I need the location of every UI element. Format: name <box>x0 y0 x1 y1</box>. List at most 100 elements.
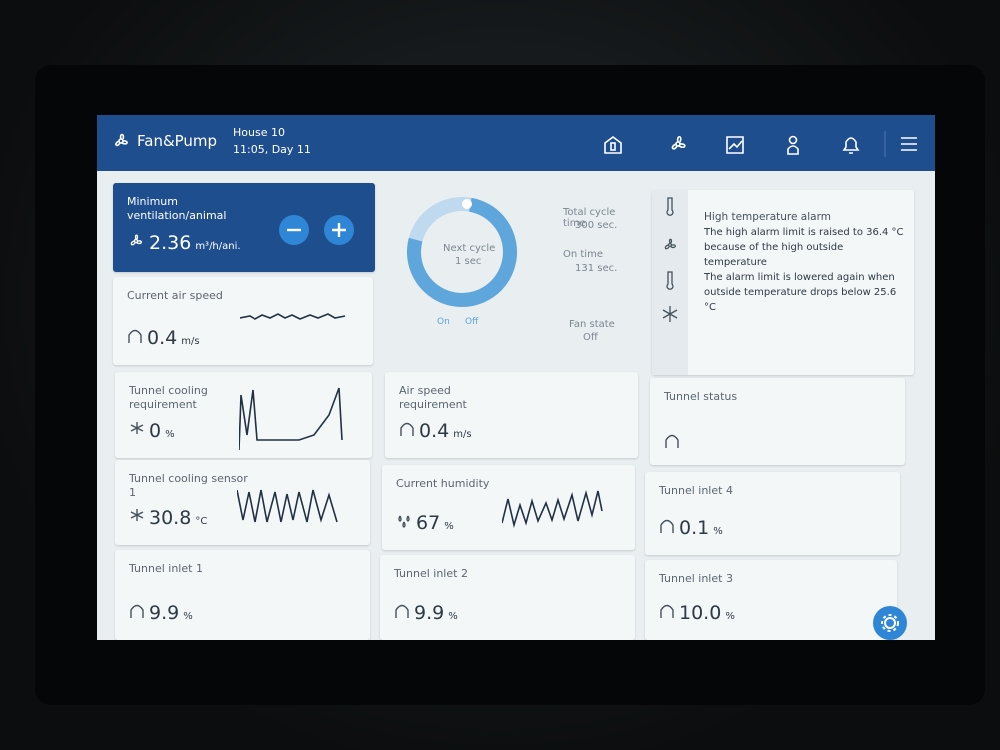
nav-user[interactable] <box>787 135 799 155</box>
value-row: 0.4 m/s <box>127 327 200 349</box>
value: 0.4 <box>147 327 178 349</box>
unit: % <box>725 611 735 622</box>
card-title: Tunnel inlet 1 <box>129 562 203 575</box>
legend-off: Off <box>465 317 479 327</box>
card: Current humidity 67% <box>382 465 635 550</box>
icon-shape <box>398 515 410 528</box>
cycle-donut <box>407 197 517 307</box>
alarm-line: The alarm limit is lowered again when ou… <box>704 272 897 313</box>
icon-shape <box>660 604 674 618</box>
value-row: 10.0% <box>659 602 735 624</box>
card: Tunnel cooling requirement 0% <box>115 372 372 458</box>
alarm-text: High temperature alarm The high alarm li… <box>704 210 904 315</box>
card-title: Tunnel cooling requirement <box>129 384 208 411</box>
value-row: 67% <box>396 512 454 534</box>
time: 11:05, Day 11 <box>233 143 311 156</box>
card-title: Air speed requirement <box>399 384 467 411</box>
tab-fan[interactable] <box>664 238 676 250</box>
nav-chart[interactable] <box>726 136 744 154</box>
card-title: Current air speed <box>127 289 223 302</box>
card-title: Current humidity <box>396 477 490 490</box>
app-icon <box>115 133 128 147</box>
next-label: Next cycle <box>443 243 496 254</box>
alarm-title: High temperature alarm <box>704 211 831 223</box>
icon-shape <box>130 509 144 521</box>
unit: % <box>165 429 175 440</box>
value: 9.9 <box>414 602 445 624</box>
value: 30.8 <box>149 507 192 529</box>
settings-button[interactable] <box>872 605 908 640</box>
fan-value: Off <box>583 332 598 343</box>
value-row: 9.9% <box>129 602 193 624</box>
card-title: Minimum ventilation/animal <box>127 195 227 222</box>
house: House 10 <box>233 126 285 139</box>
card-title: Tunnel inlet 3 <box>659 572 733 585</box>
icon-shape <box>665 434 679 448</box>
alarm-tab-icons <box>662 197 678 322</box>
value: 0.1 <box>679 517 710 539</box>
screen: Fan&Pump House 10 11:05, Day 11 Minimum … <box>97 115 935 640</box>
tab-temp[interactable] <box>666 197 674 216</box>
card-title: Tunnel cooling sensor 1 <box>129 472 248 499</box>
value-icon <box>660 519 674 533</box>
value-icon <box>660 604 674 618</box>
nav-fan[interactable] <box>671 135 686 150</box>
cycle-widget: Next cycle 1 sec On Off Total cycle time… <box>385 183 640 361</box>
nav-house[interactable] <box>604 136 622 154</box>
value-row: 0% <box>129 420 175 442</box>
sparkline-path <box>240 313 346 320</box>
card: Air speed requirement 0.4 m/s <box>385 372 638 458</box>
sparkline <box>502 489 603 528</box>
value-icon <box>665 434 679 448</box>
value-row: 9.9% <box>394 602 458 624</box>
alarm-line: The high alarm limit is raised to 36.4 °… <box>704 227 904 268</box>
sparkline <box>237 489 338 523</box>
value-row <box>664 432 680 449</box>
card-title: Tunnel inlet 4 <box>659 484 733 497</box>
on-value: 131 sec. <box>575 263 618 274</box>
card: Tunnel inlet 3 10.0% <box>645 560 897 640</box>
minus-button[interactable] <box>279 215 309 245</box>
value-row: 30.8 °C <box>129 507 207 529</box>
value-icon <box>130 422 144 434</box>
value-icon <box>130 509 144 521</box>
nav-menu[interactable] <box>901 137 917 151</box>
icon-shape <box>130 422 144 434</box>
value: 0 <box>149 420 162 442</box>
plus-button[interactable] <box>324 215 354 245</box>
header: Fan&Pump House 10 11:05, Day 11 <box>97 115 935 171</box>
icon-shape <box>395 604 409 618</box>
next-value: 1 sec <box>455 256 482 267</box>
unit: % <box>444 521 454 532</box>
unit: m/s <box>181 336 200 347</box>
value-icon <box>400 422 414 436</box>
unit: m³/h/ani. <box>195 241 241 252</box>
value: 2.36 <box>149 232 192 254</box>
tab-cold[interactable] <box>662 306 678 322</box>
sparkline-path <box>239 387 343 451</box>
value: 10.0 <box>679 602 722 624</box>
value-icon <box>395 604 409 618</box>
card: Tunnel inlet 1 9.9% <box>115 550 370 640</box>
donut-knob <box>462 199 472 209</box>
buttons <box>279 215 354 245</box>
unit: m/s <box>453 429 472 440</box>
tab-temp-2[interactable] <box>666 271 674 290</box>
card-title: Tunnel inlet 2 <box>394 567 468 580</box>
value-row: 2.36 m³/h/ani. <box>127 232 241 254</box>
value: 9.9 <box>149 602 180 624</box>
unit: % <box>713 526 723 537</box>
unit: % <box>448 611 458 622</box>
nav-alarm[interactable] <box>842 137 860 154</box>
value-icon <box>128 329 142 343</box>
value-row: 0.4 m/s <box>399 420 472 442</box>
total-label: Total cycle time <box>563 207 616 229</box>
app-name: Fan&Pump <box>137 132 218 150</box>
icon-shape <box>400 422 414 436</box>
card: Tunnel inlet 2 9.9% <box>380 555 635 640</box>
value-row: 0.1% <box>659 517 723 539</box>
unit: °C <box>195 516 208 527</box>
icon-shape <box>128 329 142 343</box>
ventilation-card: Minimum ventilation/animal 2.36 m³/h/ani… <box>113 183 375 272</box>
